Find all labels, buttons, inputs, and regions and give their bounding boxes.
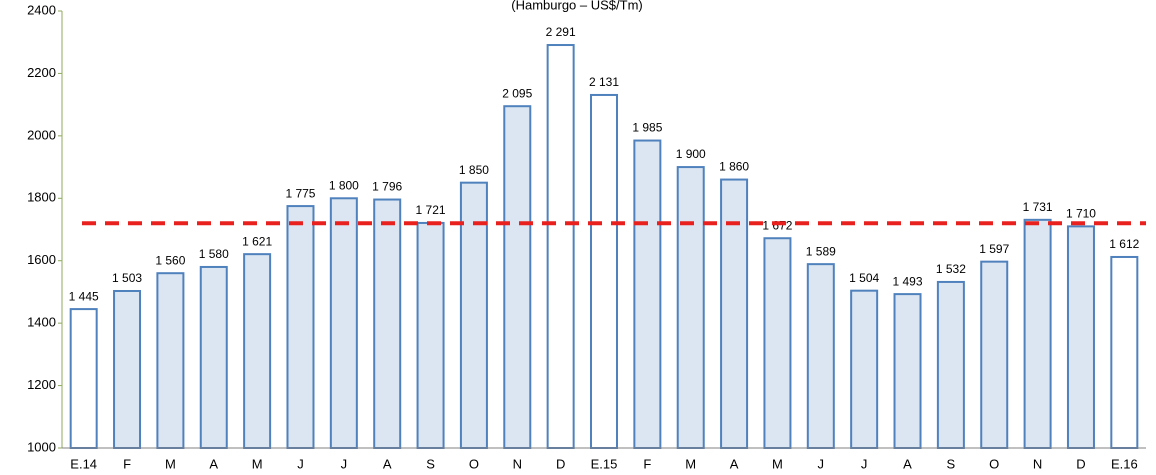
bar [1066, 225, 1095, 449]
x-tick-label: D [1076, 456, 1085, 471]
value-label: 1 860 [719, 160, 749, 174]
value-label: 1 504 [849, 271, 879, 285]
x-tick-label: A [209, 456, 218, 471]
value-label: 2 291 [546, 25, 576, 39]
bar [1023, 218, 1052, 449]
y-tick-label: 2400 [27, 2, 56, 17]
x-tick-label: S [426, 456, 435, 471]
bar [329, 197, 358, 449]
bar [373, 198, 402, 449]
x-tick-label: E.14 [70, 456, 97, 471]
y-tick-label: 1800 [27, 190, 56, 205]
x-tick-label: N [513, 456, 522, 471]
bar [806, 263, 835, 449]
value-label: 1 850 [459, 163, 489, 177]
bar [676, 166, 705, 449]
x-tick-label: J [341, 456, 348, 471]
bar [720, 178, 749, 450]
y-tick-label: 1600 [27, 252, 56, 267]
value-label: 1 621 [242, 234, 272, 248]
value-label: 1 775 [285, 186, 315, 200]
x-tick-label: J [297, 456, 304, 471]
x-tick-label: M [165, 456, 176, 471]
x-tick-label: F [643, 456, 651, 471]
x-tick-label: J [861, 456, 868, 471]
x-tick-label: O [989, 456, 999, 471]
bar [416, 221, 445, 449]
value-label: 1 721 [416, 203, 446, 217]
chart-title: (Hamburgo – US$/Tm) [511, 0, 642, 12]
x-tick-label: N [1033, 456, 1042, 471]
x-tick-label: D [556, 456, 565, 471]
x-tick-label: A [730, 456, 739, 471]
value-label: 1 580 [199, 247, 229, 261]
bar [590, 93, 618, 449]
x-tick-label: E.15 [591, 456, 618, 471]
value-label: 1 532 [936, 262, 966, 276]
value-label: 1 589 [806, 244, 836, 258]
value-label: 1 597 [979, 242, 1009, 256]
value-label: 1 710 [1066, 207, 1096, 221]
x-tick-label: A [383, 456, 392, 471]
value-label: 2 095 [502, 86, 532, 100]
x-tick-label: F [123, 456, 131, 471]
value-label: 1 445 [69, 289, 99, 303]
y-tick-label: 1200 [27, 377, 56, 392]
bar [980, 260, 1009, 450]
value-label: 1 672 [762, 218, 792, 232]
bar [243, 253, 272, 449]
value-label: 1 985 [632, 121, 662, 135]
x-tick-label: E.16 [1111, 456, 1138, 471]
bar [199, 265, 228, 450]
value-label: 1 612 [1109, 237, 1139, 251]
y-tick-label: 2200 [27, 65, 56, 80]
x-tick-label: A [903, 456, 912, 471]
value-label: 1 503 [112, 271, 142, 285]
value-label: 1 493 [893, 274, 923, 288]
bar [113, 289, 142, 450]
x-tick-label: J [818, 456, 825, 471]
bar [156, 272, 185, 450]
bar [69, 308, 98, 449]
value-label: 1 560 [155, 253, 185, 267]
x-tick-label: M [772, 456, 783, 471]
bar [459, 181, 488, 450]
bar [633, 139, 662, 450]
bar [286, 205, 315, 449]
bar [1110, 255, 1139, 449]
y-tick-label: 2000 [27, 127, 56, 142]
bar [936, 280, 965, 449]
bar [546, 44, 575, 450]
x-tick-label: M [685, 456, 696, 471]
y-tick-label: 1400 [27, 315, 56, 330]
value-label: 1 900 [676, 147, 706, 161]
x-tick-label: M [252, 456, 263, 471]
bar [893, 293, 922, 450]
bar [503, 105, 532, 449]
value-label: 2 131 [589, 75, 619, 89]
x-tick-label: S [947, 456, 956, 471]
y-tick-label: 1000 [27, 439, 56, 454]
bar [850, 289, 879, 449]
x-tick-label: O [469, 456, 479, 471]
value-label: 1 796 [372, 180, 402, 194]
value-label: 1 731 [1023, 200, 1053, 214]
value-label: 1 800 [329, 178, 359, 192]
bar [763, 237, 792, 449]
